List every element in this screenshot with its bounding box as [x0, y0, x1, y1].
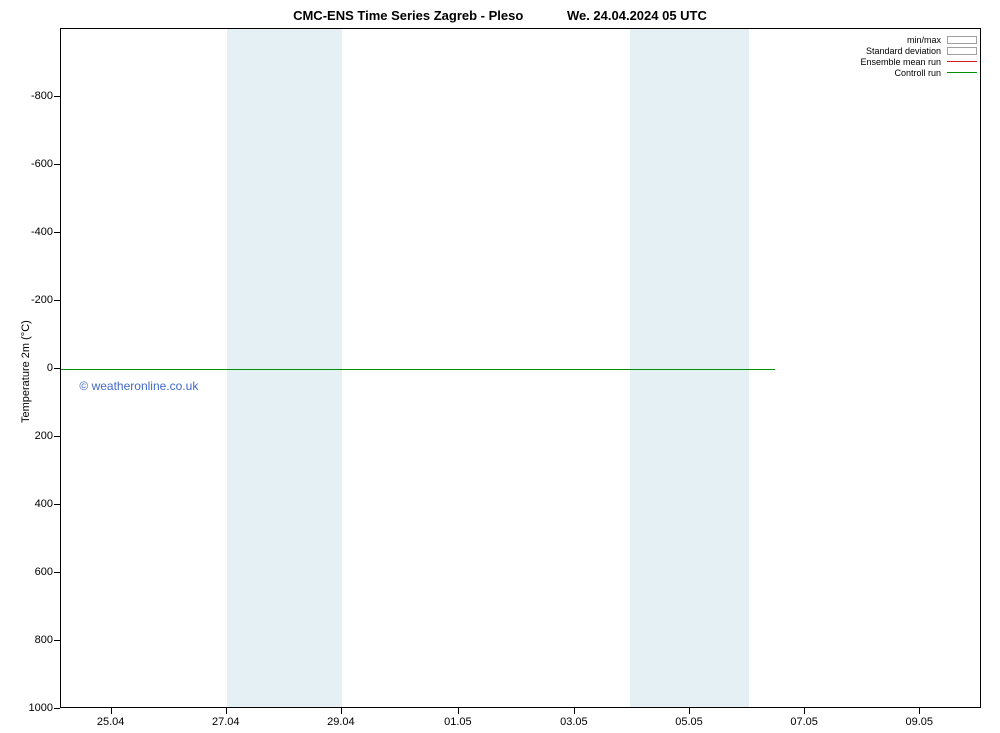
plot-area: © weatheronline.co.uk — [60, 28, 981, 708]
chart-title-row: CMC-ENS Time Series Zagreb - Pleso We. 2… — [0, 8, 1000, 23]
y-tick-mark — [54, 164, 60, 165]
x-tick-mark — [341, 708, 342, 714]
x-tick-label: 03.05 — [560, 716, 588, 728]
x-tick-label: 27.04 — [212, 716, 240, 728]
x-tick-mark — [458, 708, 459, 714]
y-tick-label: 800 — [8, 634, 53, 646]
legend-item: Standard deviation — [860, 45, 977, 56]
y-tick-label: -600 — [8, 158, 53, 170]
y-tick-mark — [54, 368, 60, 369]
x-tick-label: 09.05 — [906, 716, 934, 728]
y-tick-label: 200 — [8, 430, 53, 442]
legend-line-icon — [947, 61, 977, 62]
y-tick-label: 600 — [8, 566, 53, 578]
y-tick-mark — [54, 708, 60, 709]
watermark-text: © weatheronline.co.uk — [79, 379, 198, 393]
legend: min/maxStandard deviationEnsemble mean r… — [860, 34, 977, 78]
legend-item-label: min/max — [907, 35, 941, 45]
legend-item: Ensemble mean run — [860, 56, 977, 67]
x-tick-label: 05.05 — [675, 716, 703, 728]
x-tick-label: 01.05 — [444, 716, 472, 728]
chart-title-right: We. 24.04.2024 05 UTC — [567, 8, 707, 23]
x-tick-label: 29.04 — [327, 716, 355, 728]
x-tick-mark — [574, 708, 575, 714]
series-line — [61, 369, 775, 370]
y-tick-mark — [54, 572, 60, 573]
weekend-band — [630, 29, 749, 707]
y-tick-label: -800 — [8, 90, 53, 102]
y-tick-label: 400 — [8, 498, 53, 510]
legend-item-label: Ensemble mean run — [860, 57, 941, 67]
chart-container: CMC-ENS Time Series Zagreb - Pleso We. 2… — [0, 0, 1000, 733]
y-tick-mark — [54, 96, 60, 97]
x-tick-mark — [919, 708, 920, 714]
legend-item-label: Standard deviation — [866, 46, 941, 56]
y-tick-mark — [54, 504, 60, 505]
x-tick-mark — [111, 708, 112, 714]
legend-swatch-icon — [947, 36, 977, 44]
y-tick-label: -200 — [8, 294, 53, 306]
y-tick-mark — [54, 300, 60, 301]
y-tick-label: -400 — [8, 226, 53, 238]
x-tick-label: 25.04 — [97, 716, 125, 728]
x-tick-mark — [226, 708, 227, 714]
legend-item: min/max — [860, 34, 977, 45]
y-tick-label: 0 — [8, 362, 53, 374]
y-tick-mark — [54, 232, 60, 233]
y-tick-label: 1000 — [8, 702, 53, 714]
weekend-band — [227, 29, 342, 707]
chart-title-left: CMC-ENS Time Series Zagreb - Pleso — [293, 8, 523, 23]
legend-swatch-icon — [947, 47, 977, 55]
x-tick-label: 07.05 — [790, 716, 818, 728]
x-tick-mark — [689, 708, 690, 714]
legend-item-label: Controll run — [894, 68, 941, 78]
y-tick-mark — [54, 436, 60, 437]
y-tick-mark — [54, 640, 60, 641]
legend-item: Controll run — [860, 67, 977, 78]
x-tick-mark — [804, 708, 805, 714]
legend-line-icon — [947, 72, 977, 73]
